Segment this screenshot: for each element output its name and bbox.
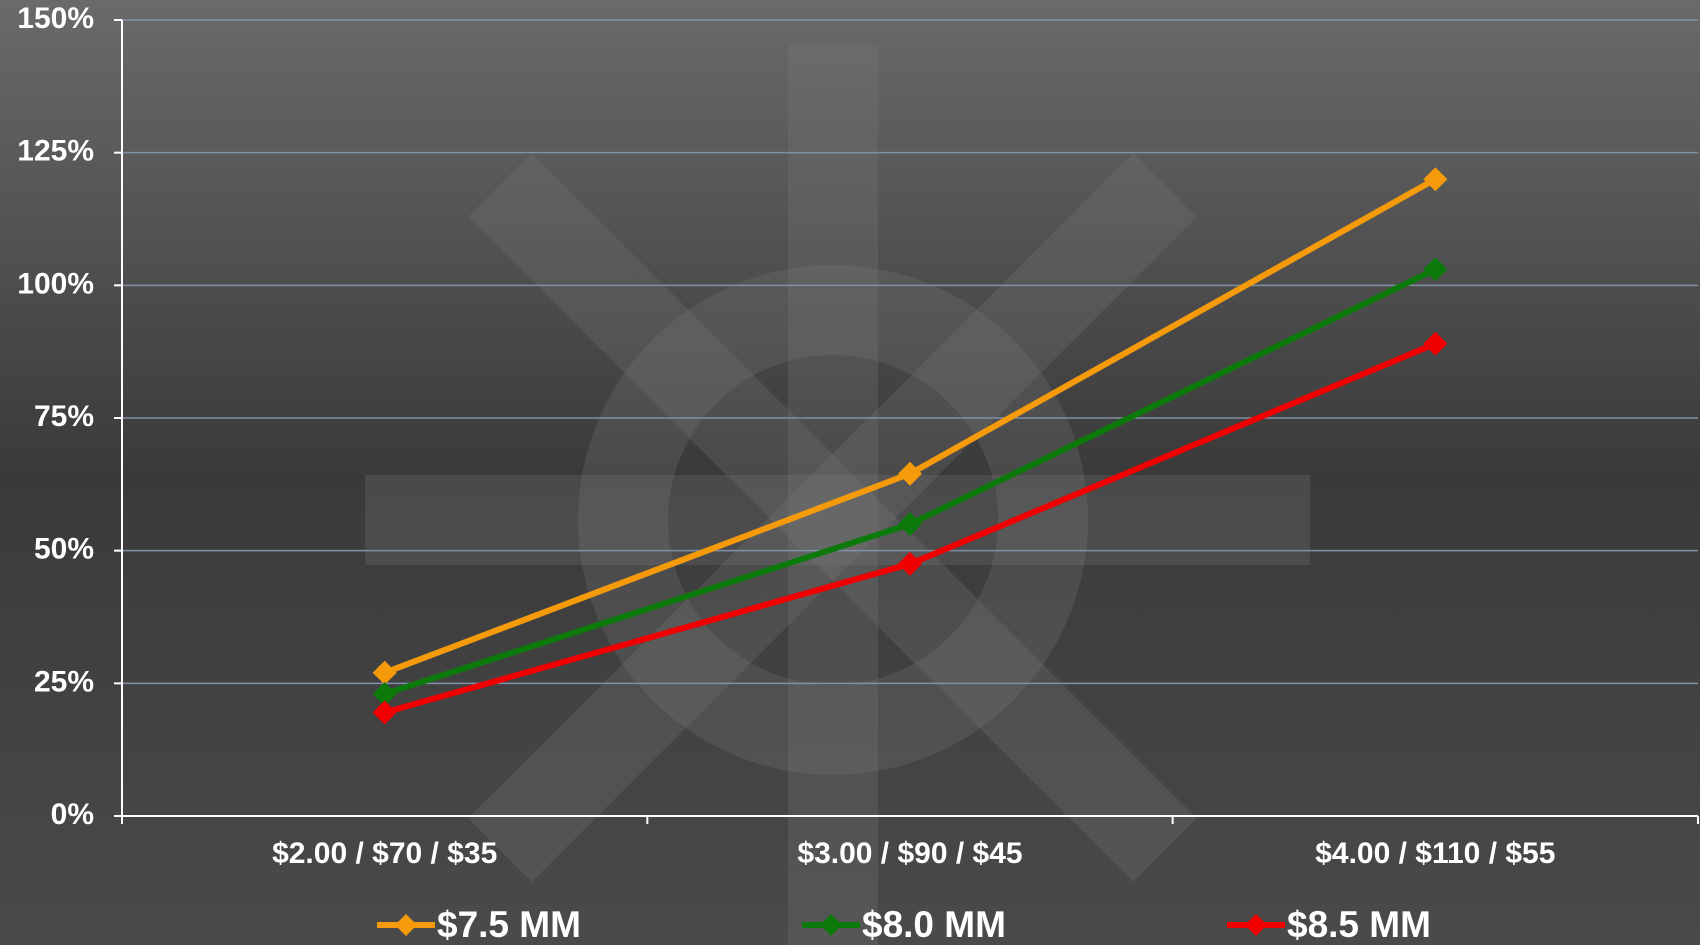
data-point xyxy=(898,461,922,486)
data-point xyxy=(372,700,397,725)
y-tick-label: 25% xyxy=(34,665,94,698)
legend-text: $8.5 MM xyxy=(1287,904,1431,945)
data-point xyxy=(1423,167,1448,192)
x-tick-label: $3.00 / $90 / $45 xyxy=(797,837,1022,870)
data-point xyxy=(1423,331,1448,356)
legend-marker xyxy=(820,914,842,936)
data-point xyxy=(898,512,922,537)
data-point xyxy=(372,660,397,685)
data-point xyxy=(1423,257,1448,282)
x-tick-label: $4.00 / $110 / $55 xyxy=(1315,837,1555,870)
y-tick-label: 75% xyxy=(34,400,94,433)
watermark xyxy=(365,45,1310,945)
legend-text: $8.0 MM xyxy=(862,904,1006,945)
y-tick-label: 150% xyxy=(17,2,94,35)
x-tick-label: $2.00 / $70 / $35 xyxy=(272,837,497,870)
y-tick-label: 100% xyxy=(17,267,94,300)
y-tick-label: 0% xyxy=(51,798,94,831)
data-point xyxy=(898,551,922,576)
legend-marker xyxy=(1245,914,1267,936)
y-tick-label: 125% xyxy=(17,135,94,168)
legend-text: $7.5 MM xyxy=(437,904,581,945)
legend-marker xyxy=(395,914,417,936)
data-point xyxy=(372,681,397,706)
y-tick-label: 50% xyxy=(34,533,94,566)
